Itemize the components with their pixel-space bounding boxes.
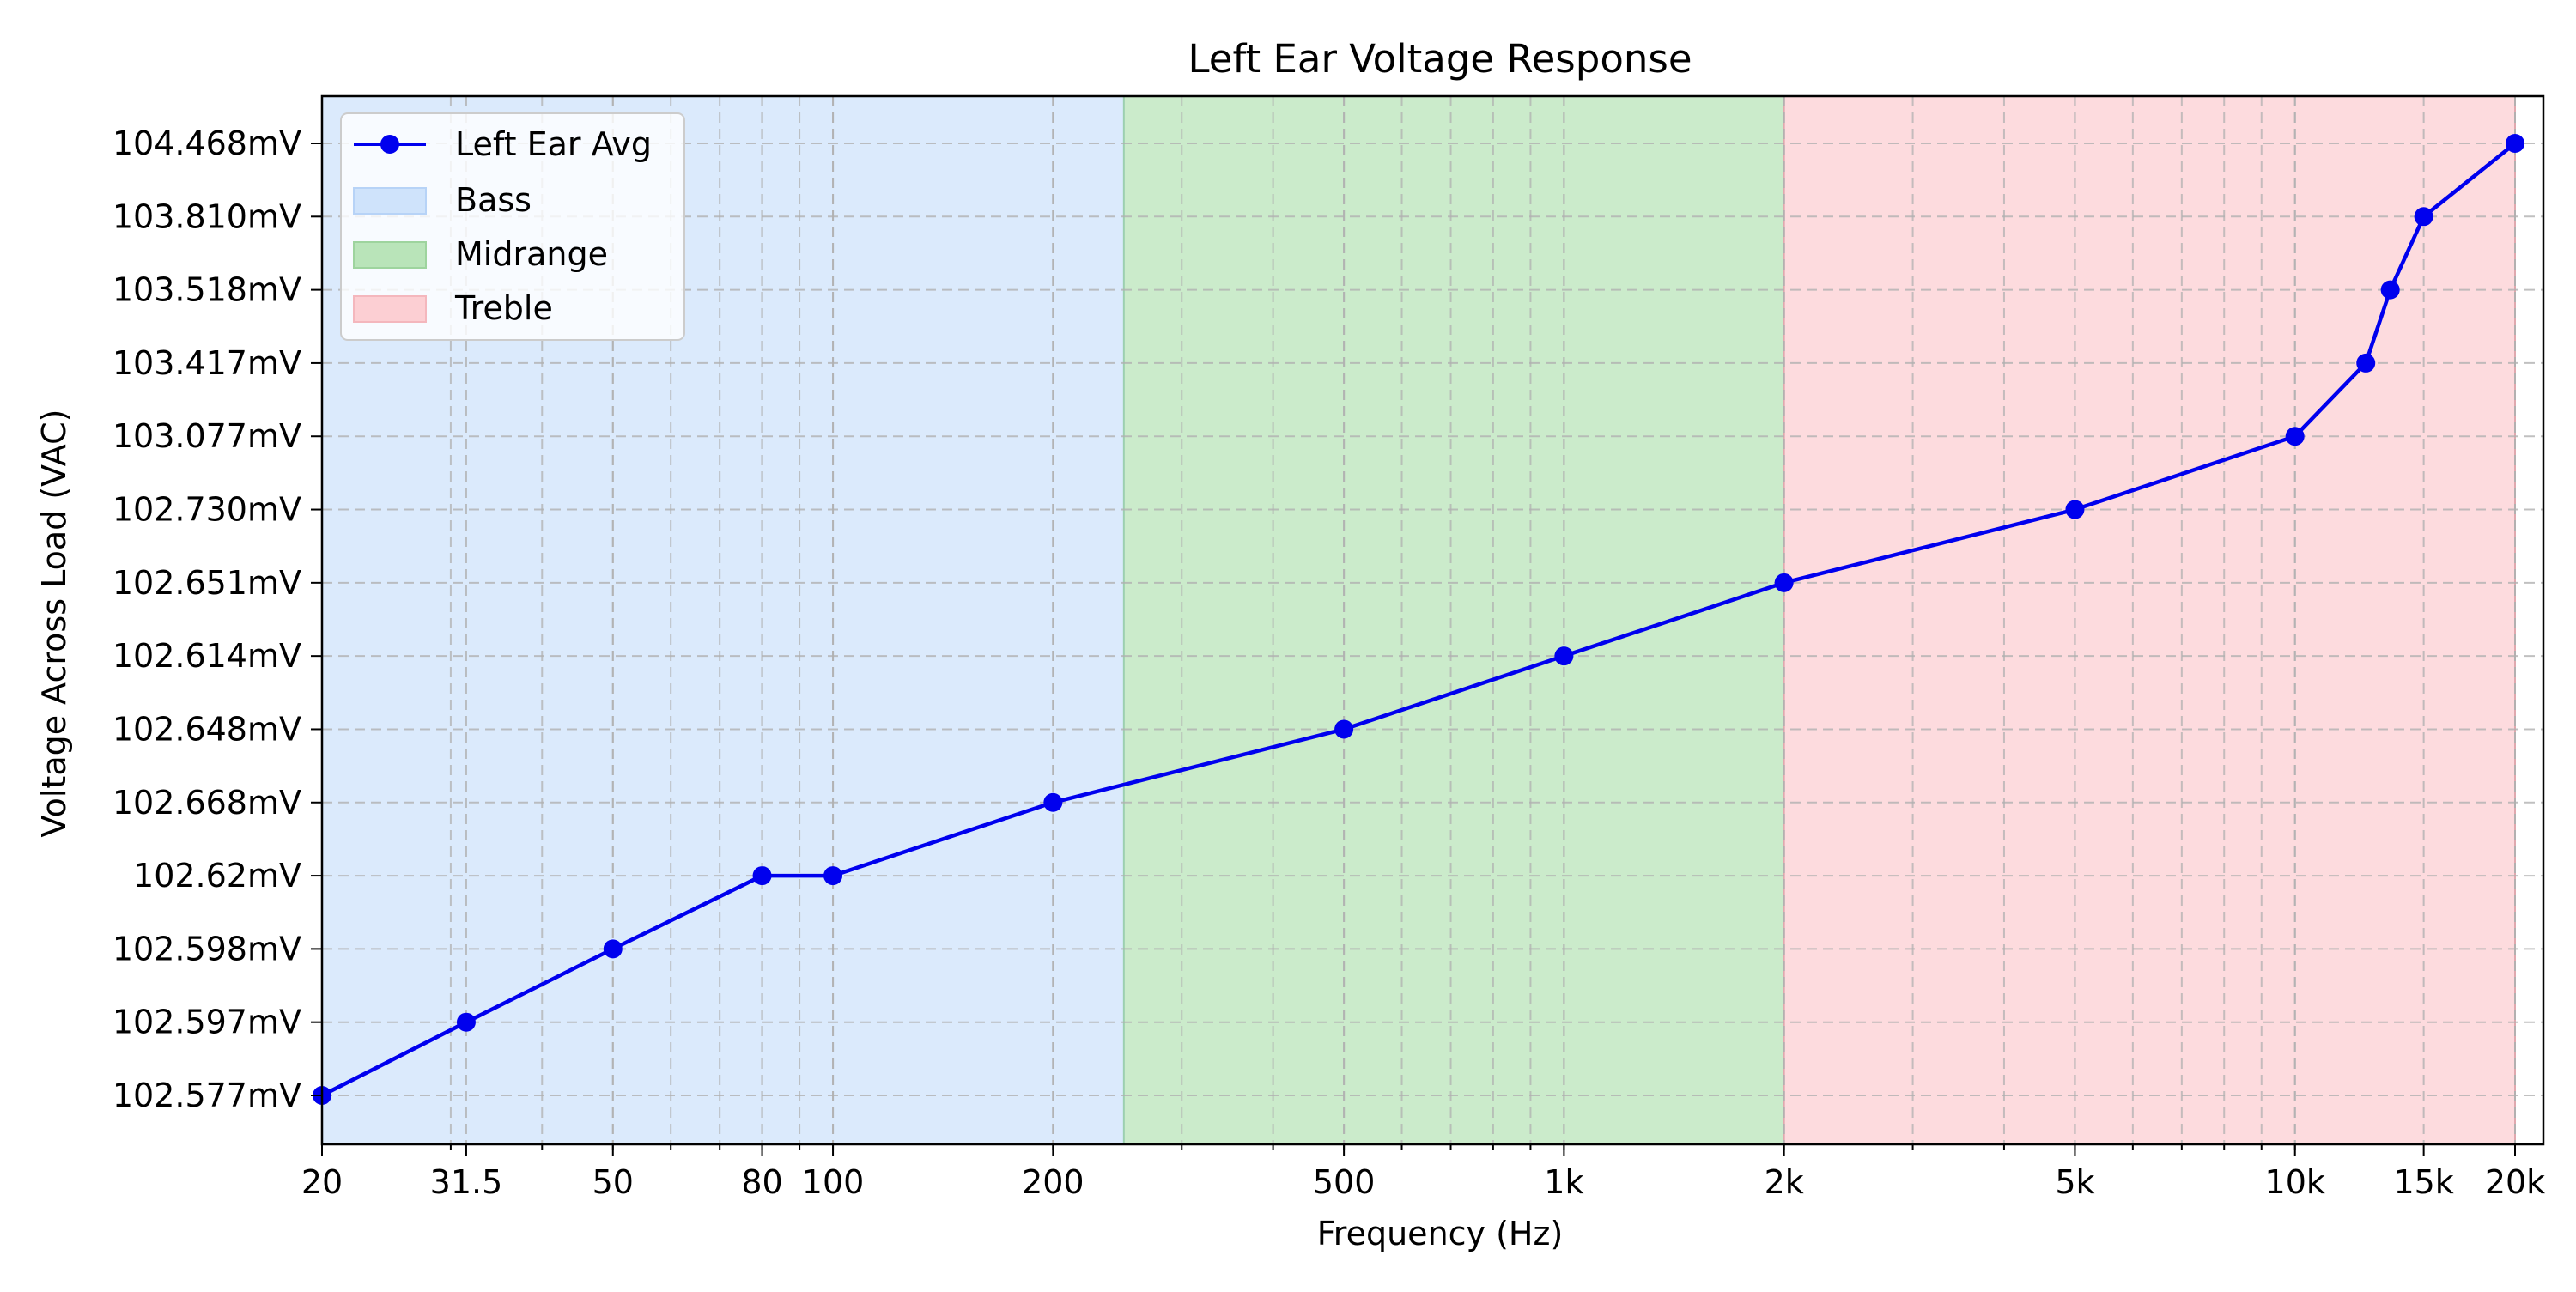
y-tick-label: 102.730mV [112, 491, 301, 529]
legend-frame [340, 112, 685, 341]
legend-bass-swatch [353, 187, 427, 215]
data-point [2414, 207, 2433, 227]
data-point [823, 866, 843, 886]
x-axis-ticks: 20 31.5 50 80 100 200 500 1k 2k 5k 10k 15k 20k [301, 1144, 2545, 1201]
y-axis-label: Voltage Across Load (VAC) [35, 409, 73, 838]
data-point [1554, 646, 1574, 666]
plot-frame [320, 94, 2545, 1146]
x-tick-label: 500 [1313, 1163, 1376, 1201]
legend-marker-swatch [380, 135, 399, 154]
data-point [2380, 280, 2400, 300]
y-tick-label: 103.518mV [112, 271, 301, 309]
data-point [1774, 573, 1794, 592]
y-tick-label: 102.597mV [112, 1004, 301, 1041]
x-tick-label: 15k [2393, 1163, 2453, 1201]
y-tick-label: 102.651mV [112, 564, 301, 602]
x-tick-label: 2k [1765, 1163, 1804, 1201]
legend-series-label: Left Ear Avg [455, 125, 652, 163]
x-tick-label: 50 [592, 1163, 634, 1201]
y-tick-label: 102.62mV [133, 857, 301, 895]
data-point [456, 1012, 476, 1032]
band-midrange [1123, 96, 1784, 1144]
legend: Left Ear Avg Bass Midrange Treble [340, 112, 685, 341]
data-point [1043, 792, 1063, 812]
x-tick-label: 5k [2055, 1163, 2094, 1201]
data-point [603, 939, 623, 959]
y-axis-ticks: 102.577mV 102.597mV 102.598mV 102.62mV 102.6… [112, 124, 322, 1114]
series-layer [313, 134, 2524, 1105]
x-tick-label: 20k [2485, 1163, 2545, 1201]
legend-midrange-swatch [353, 241, 427, 269]
y-tick-label: 102.668mV [112, 784, 301, 822]
band-treble [1783, 96, 2515, 1144]
legend-treble-label: Treble [454, 289, 553, 327]
data-point [2506, 134, 2524, 153]
x-tick-label: 20 [301, 1163, 343, 1201]
x-tick-label: 80 [741, 1163, 782, 1201]
legend-midrange-label: Midrange [455, 235, 608, 273]
data-point [1334, 719, 1354, 739]
y-tick-label: 102.614mV [112, 637, 301, 675]
data-point [2065, 500, 2085, 519]
y-tick-label: 102.648mV [112, 710, 301, 748]
y-tick-label: 102.598mV [112, 930, 301, 967]
x-tick-label: 31.5 [430, 1163, 503, 1201]
legend-bass-label: Bass [455, 181, 532, 219]
y-tick-label: 103.077mV [112, 417, 301, 455]
x-tick-label: 200 [1022, 1163, 1084, 1201]
legend-treble-swatch [353, 295, 427, 323]
x-tick-label: 100 [802, 1163, 865, 1201]
x-tick-label: 10k [2265, 1163, 2325, 1201]
y-tick-label: 103.810mV [112, 197, 301, 235]
x-axis-label: Frequency (Hz) [1317, 1215, 1564, 1253]
y-tick-label: 103.417mV [112, 344, 301, 382]
data-point [2356, 353, 2376, 373]
y-tick-label: 104.468mV [112, 124, 301, 162]
x-tick-label: 1k [1544, 1163, 1583, 1201]
data-point [2285, 427, 2305, 446]
y-tick-label: 102.577mV [112, 1077, 301, 1114]
data-point [752, 866, 772, 886]
chart-title: Left Ear Voltage Response [1188, 36, 1692, 82]
